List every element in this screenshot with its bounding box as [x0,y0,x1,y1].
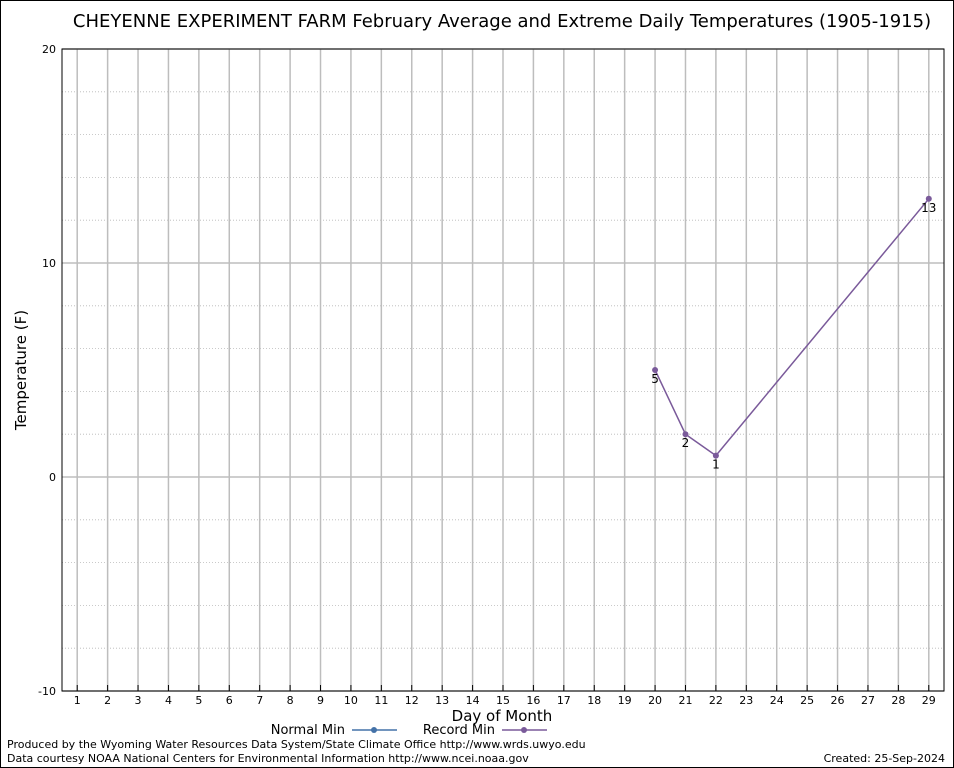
y-tick-label: 20 [42,43,56,56]
data-label: 2 [682,436,690,450]
series-line-1 [654,198,930,457]
footer-data-source: Data courtesy NOAA National Centers for … [7,752,529,765]
x-tick-label: 26 [831,694,845,707]
x-tick-label: 25 [800,694,814,707]
y-axis-label: Temperature (F) [12,310,30,431]
data-point [712,452,719,459]
x-tick-label: 14 [466,694,480,707]
data-point [652,367,659,373]
x-tick-label: 16 [526,694,540,707]
grid [62,48,944,692]
data-label: 5 [651,372,659,386]
x-tick-label: 20 [648,694,662,707]
legend-label-normal-min: Normal Min [271,723,345,738]
data-label: 1 [712,458,720,472]
x-tick-label: 2 [104,694,111,707]
x-tick-label: 1 [74,694,81,707]
y-tick-label: 0 [49,471,56,484]
y-tick-label: 10 [42,257,56,270]
x-tick-label: 27 [861,694,875,707]
x-tick-label: 4 [165,694,172,707]
x-tick-label: 29 [922,694,936,707]
x-tick-label: 19 [618,694,632,707]
x-tick-label: 18 [587,694,601,707]
series: 5 2 1 13 [651,195,936,472]
x-tick-label: 10 [344,694,358,707]
footer-producer: Produced by the Wyoming Water Resources … [7,738,586,751]
legend-marker-normal-min [371,727,377,733]
legend-label-record-min: Record Min [423,723,495,738]
x-tick-label: 9 [317,694,324,707]
x-tick-label: 17 [557,694,571,707]
x-tick-label: 6 [226,694,233,707]
x-tick-label: 21 [678,694,692,707]
data-point [925,195,932,202]
x-tick-label: 13 [435,694,449,707]
x-axis-label: Day of Month [452,707,553,725]
x-tick-label: 23 [739,694,753,707]
data-point [682,431,689,438]
x-tick-label: 12 [405,694,419,707]
x-tick-label: 11 [374,694,388,707]
x-tick-label: 5 [195,694,202,707]
y-tick-label: -10 [38,685,56,698]
chart-title: CHEYENNE EXPERIMENT FARM February Averag… [73,11,931,32]
data-label: 13 [921,201,936,215]
x-tick-label: 15 [496,694,510,707]
x-tick-label: 7 [256,694,263,707]
footer-created-date: Created: 25-Sep-2024 [824,752,945,765]
legend: Normal Min Record Min [271,723,547,738]
x-tick-label: 24 [770,694,784,707]
legend-marker-record-min [521,727,527,733]
x-tick-label: 22 [709,694,723,707]
x-tick-label: 28 [891,694,905,707]
x-tick-label: 3 [135,694,142,707]
x-tick-label: 8 [287,694,294,707]
